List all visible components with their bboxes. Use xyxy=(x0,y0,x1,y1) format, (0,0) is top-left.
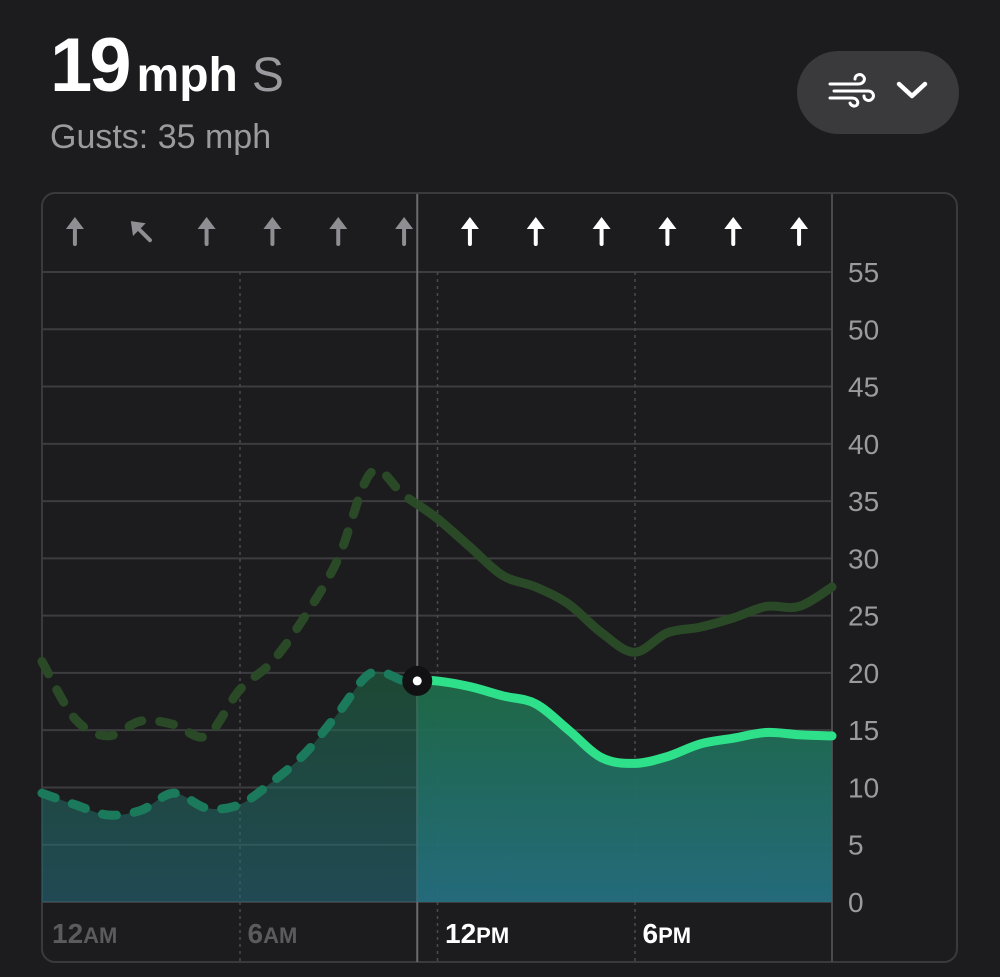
wind-direction-arrow-icon xyxy=(197,217,216,246)
y-tick-label: 25 xyxy=(848,601,879,632)
wind-icon xyxy=(828,72,876,113)
y-tick-label: 10 xyxy=(848,772,879,803)
y-tick-label: 45 xyxy=(848,372,879,403)
y-tick-label: 30 xyxy=(848,543,879,574)
y-tick-label: 35 xyxy=(848,486,879,517)
wind-speed-value: 19 xyxy=(50,23,132,108)
gust-line-past xyxy=(37,465,418,742)
wind-direction-arrow-icon xyxy=(526,217,545,246)
wind-direction: S xyxy=(251,49,284,102)
y-axis-ticks: 0 5 10 15 20 25 30 35 40 45 50 55 xyxy=(848,257,879,918)
condition-menu-button[interactable] xyxy=(797,51,959,134)
x-tick-label: 6AM xyxy=(248,918,298,949)
y-tick-label: 5 xyxy=(848,830,864,861)
chevron-down-icon xyxy=(896,80,928,105)
current-time-marker xyxy=(402,665,433,696)
wind-chart-card xyxy=(41,192,958,963)
wind-direction-arrow-icon xyxy=(130,221,152,243)
x-tick-label: 12AM xyxy=(52,918,117,949)
y-tick-label: 15 xyxy=(848,715,879,746)
wind-speed-unit: mph xyxy=(136,49,238,102)
x-tick-label: 6PM xyxy=(643,918,692,949)
current-wind-row: 19 mph S xyxy=(50,28,284,104)
wind-direction-arrow-icon xyxy=(65,217,84,246)
wind-direction-arrow-icon xyxy=(724,217,743,246)
direction-arrows xyxy=(65,217,809,246)
wind-direction-arrow-icon xyxy=(329,217,348,246)
wind-line-past xyxy=(37,667,418,820)
y-tick-label: 50 xyxy=(848,314,879,345)
x-axis-ticks: 12AM 6AM 12PM 6PM xyxy=(52,918,691,949)
wind-direction-arrow-icon xyxy=(592,217,611,246)
y-tick-label: 20 xyxy=(848,658,879,689)
x-tick-label: 12PM xyxy=(445,918,509,949)
wind-header: 19 mph S Gusts: 35 mph xyxy=(50,28,284,157)
wind-direction-arrow-icon xyxy=(395,217,414,246)
wind-direction-arrow-icon xyxy=(658,217,677,246)
wind-direction-arrow-icon xyxy=(790,217,809,246)
y-tick-label: 0 xyxy=(848,887,864,918)
wind-direction-arrow-icon xyxy=(460,217,479,246)
wind-direction-arrow-icon xyxy=(263,217,282,246)
wind-area xyxy=(42,671,832,902)
wind-area-future xyxy=(417,680,832,902)
gust-line-future xyxy=(417,498,837,657)
wind-area-past xyxy=(42,671,418,902)
y-tick-label: 40 xyxy=(848,429,879,460)
current-value-dot xyxy=(412,676,422,686)
gusts-text: Gusts: 35 mph xyxy=(50,118,272,156)
y-tick-label: 55 xyxy=(848,257,879,288)
